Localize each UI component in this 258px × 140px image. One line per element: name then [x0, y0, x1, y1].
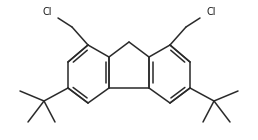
Text: Cl: Cl: [42, 7, 52, 17]
Text: Cl: Cl: [206, 7, 216, 17]
